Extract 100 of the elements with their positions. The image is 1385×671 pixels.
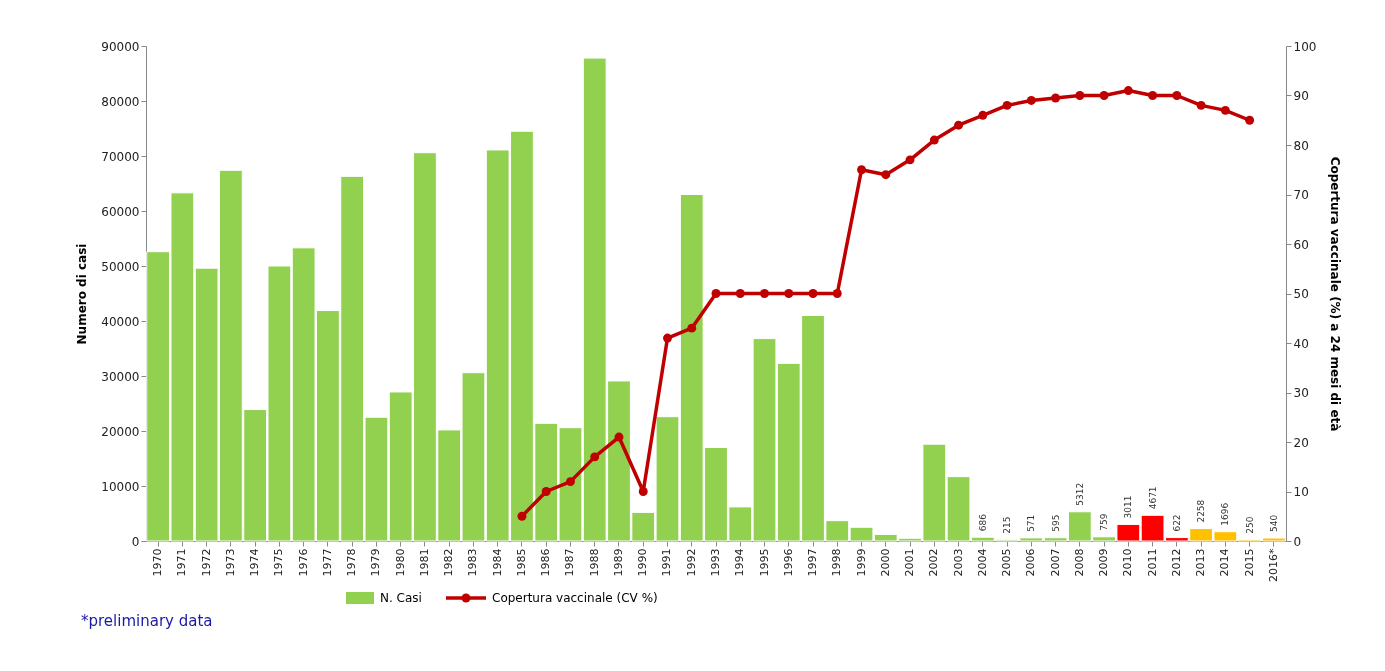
y2-tick-label: 0 (1293, 534, 1302, 549)
x-tick-label: 2001 (903, 548, 917, 577)
x-tick-label: 1999 (854, 548, 868, 577)
x-tick-label: 2011 (1145, 548, 1159, 577)
point (735, 289, 745, 298)
y2-tick-label: 20 (1293, 435, 1309, 450)
x-tick-label: 1986 (539, 548, 553, 577)
x-tick-label: 1991 (660, 548, 674, 577)
point (954, 120, 964, 130)
x-tick-label: 1970 (151, 548, 165, 577)
y-tick-label: 60000 (101, 204, 140, 219)
x-tick-label: 2002 (927, 548, 941, 577)
x-tick-label: 1977 (320, 548, 334, 577)
point (1245, 115, 1255, 125)
y2-tick-label: 70 (1293, 188, 1309, 202)
y-axis-title: Numero di casi (75, 243, 90, 345)
point (1002, 100, 1012, 110)
y2-tick-label: 50 (1293, 287, 1309, 301)
y-tick-label: 20000 (101, 424, 140, 439)
point (1075, 91, 1085, 100)
x-tick-label: 2000 (878, 548, 892, 577)
x-tick-label: 1978 (345, 548, 359, 577)
data-label: 215 (1002, 516, 1013, 534)
point (1220, 105, 1230, 115)
point (857, 165, 866, 175)
y2-axis-title: Copertura vaccinale (%) a 24 mesi di età (1328, 156, 1343, 432)
point (1172, 91, 1182, 100)
x-tick-label: 1997 (806, 548, 820, 577)
point (978, 110, 988, 120)
x-tick-label: 1998 (830, 548, 844, 577)
point (1051, 93, 1061, 103)
y2-tick-label: 10 (1293, 485, 1309, 499)
x-tick-label: 1972 (199, 548, 213, 577)
y-tick-label: 30000 (101, 369, 140, 384)
x-tick-label: 1995 (757, 548, 771, 577)
x-tick-label: 1980 (393, 548, 407, 577)
point (760, 289, 769, 298)
text: *preliminary data (81, 612, 213, 630)
point (1099, 91, 1109, 100)
point (905, 155, 915, 165)
x-tick-label: 2006 (1024, 548, 1038, 577)
x-tick-label: 1971 (175, 548, 189, 577)
point (711, 289, 721, 298)
x-tick-label: 1983 (466, 548, 480, 577)
x-tick-label: 1976 (296, 548, 310, 577)
y-tick-label: 40000 (101, 314, 140, 329)
point (881, 170, 891, 180)
x-tick-label: 2012 (1169, 548, 1183, 577)
point (808, 289, 818, 298)
x-tick-label: 1988 (587, 548, 601, 577)
x-tick-label: 2003 (951, 548, 965, 577)
y-tick-label: 70000 (101, 149, 140, 164)
point (590, 452, 600, 462)
y2-tick-label: 40 (1293, 336, 1309, 351)
x-tick-label: 1975 (272, 548, 286, 577)
x-tick-label: 2010 (1121, 548, 1135, 577)
point (517, 511, 527, 521)
point (784, 289, 794, 298)
x-tick-label: 2016* (1266, 548, 1280, 582)
y2-tick-label: 90 (1293, 89, 1309, 103)
x-tick-label: 1996 (781, 548, 795, 577)
x-tick-label: 1984 (490, 548, 504, 577)
legend-label: N. Casi (380, 591, 422, 605)
point (1026, 95, 1036, 105)
data-label: 595 (1050, 514, 1061, 532)
y-tick-label: 50000 (101, 259, 140, 274)
x-tick-label: 1987 (563, 548, 577, 577)
point (1148, 91, 1158, 100)
x-tick-label: 1994 (733, 548, 747, 577)
data-label: 2258 (1196, 499, 1207, 523)
point (566, 477, 575, 487)
x-tick-label: 2014 (1218, 548, 1232, 577)
y-tick-label: 0 (131, 534, 140, 549)
x-tick-label: 1979 (369, 548, 383, 577)
data-label: 3011 (1123, 495, 1134, 519)
data-label: 686 (977, 513, 988, 532)
x-tick-label: 2015 (1242, 548, 1256, 577)
point (929, 135, 939, 145)
x-tick-label: 2007 (1048, 548, 1062, 577)
x-tick-label: 1993 (709, 548, 722, 577)
x-tick-label: 1992 (684, 548, 698, 577)
x-tick-label: 2009 (1097, 548, 1111, 577)
point (541, 487, 551, 496)
legend-label: Copertura vaccinale (CV %) (492, 591, 658, 605)
point (832, 289, 842, 298)
x-tick-label: 1989 (611, 548, 625, 577)
data-label: 250 (1244, 516, 1255, 534)
x-tick-label: 2005 (1000, 548, 1014, 577)
x-tick-label: 1973 (223, 548, 237, 577)
data-label: 5312 (1074, 482, 1085, 506)
y2-tick-label: 100 (1293, 39, 1317, 54)
x-tick-label: 1985 (514, 548, 528, 577)
y-tick-label: 80000 (101, 94, 140, 109)
point (687, 323, 697, 333)
y2-tick-label: 80 (1293, 138, 1309, 153)
x-tick-label: 1981 (417, 548, 431, 577)
data-label: 571 (1026, 514, 1037, 532)
x-tick-label: 2008 (1072, 548, 1086, 577)
data-label: 759 (1099, 513, 1110, 531)
point (614, 432, 624, 442)
